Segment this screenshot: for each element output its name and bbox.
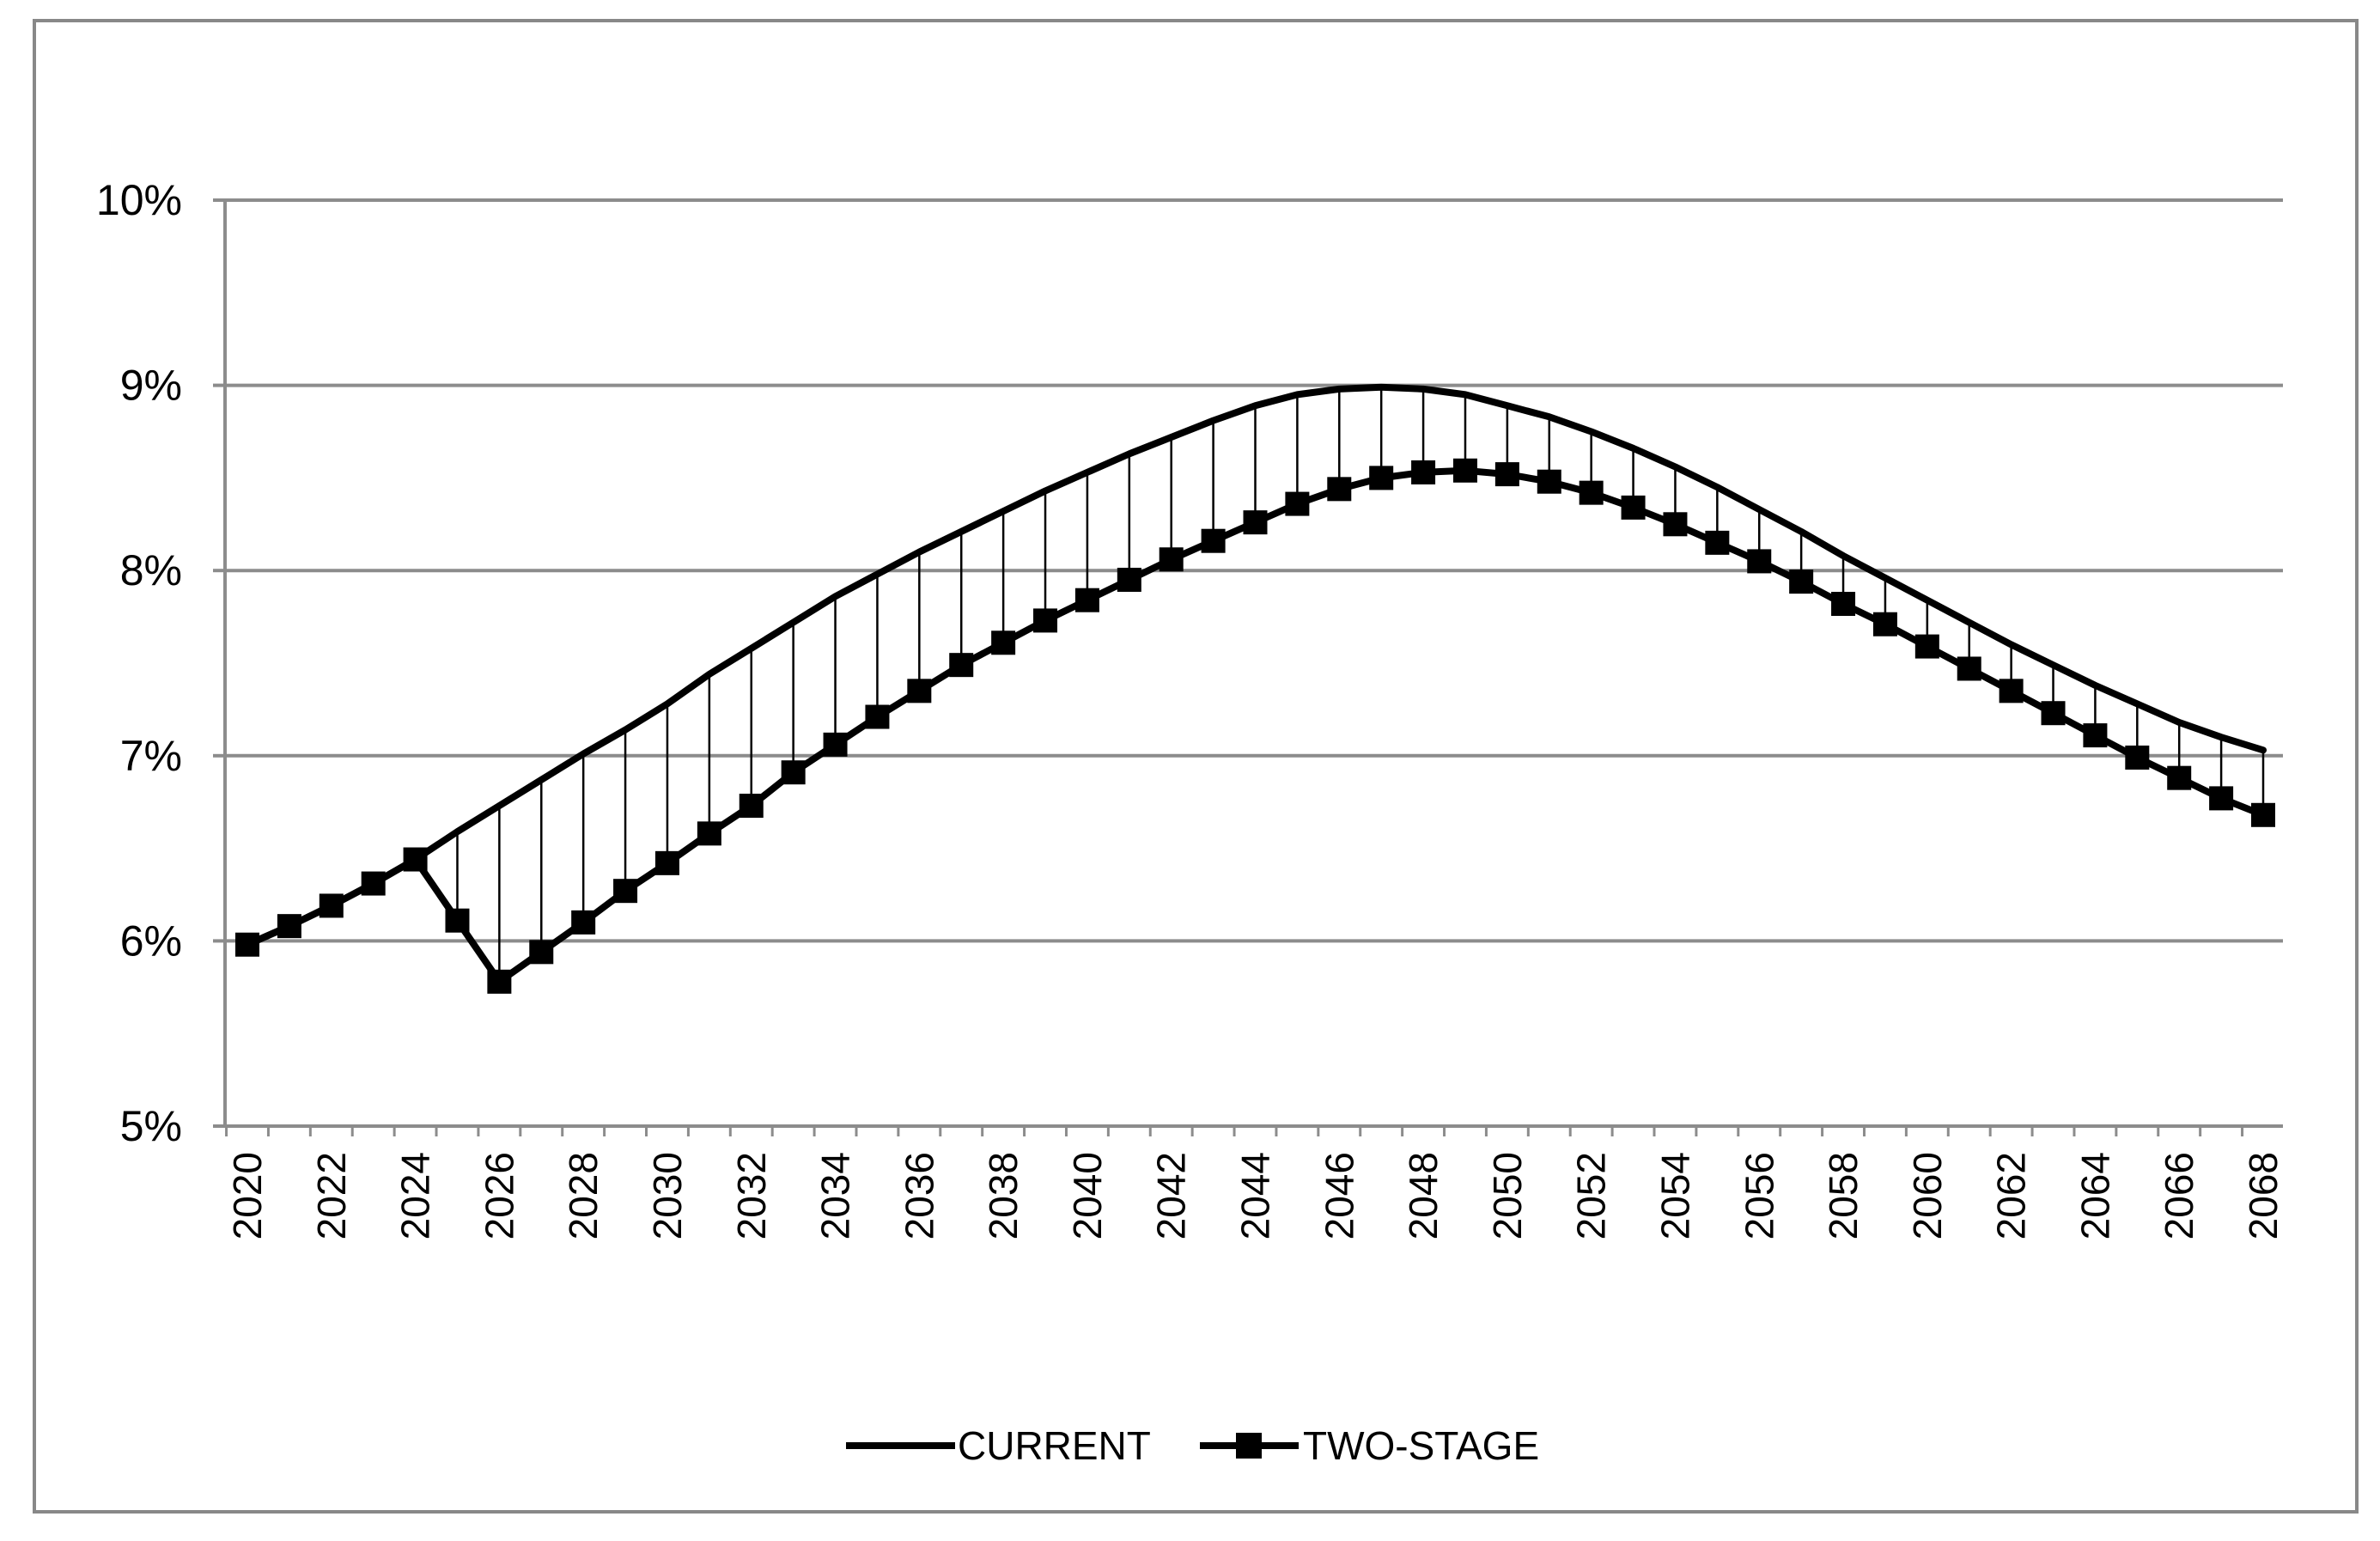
axes xyxy=(223,200,2283,1136)
data-point-two-stage xyxy=(1452,458,1477,483)
x-tick-label: 2032 xyxy=(729,1152,774,1240)
data-point-two-stage xyxy=(823,732,848,757)
x-tick-label: 2028 xyxy=(561,1152,606,1240)
data-point-two-stage xyxy=(1074,588,1099,612)
x-tick-label: 2042 xyxy=(1149,1152,1194,1240)
data-point-two-stage xyxy=(1369,466,1394,490)
y-tick-label: 7% xyxy=(120,732,182,780)
x-tick-label: 2054 xyxy=(1653,1152,1697,1240)
x-tick-label: 2052 xyxy=(1569,1152,1614,1240)
data-point-two-stage xyxy=(319,893,344,918)
data-point-two-stage xyxy=(1117,567,1141,592)
data-point-two-stage xyxy=(1663,512,1688,537)
x-tick-label: 2060 xyxy=(1905,1152,1950,1240)
data-point-two-stage xyxy=(654,850,679,875)
data-point-two-stage xyxy=(1285,491,1310,516)
data-point-two-stage xyxy=(949,653,974,678)
data-point-two-stage xyxy=(1621,495,1646,520)
data-point-two-stage xyxy=(2083,723,2108,748)
legend-label-current: CURRENT xyxy=(958,1423,1151,1468)
x-tick-label: 2062 xyxy=(1989,1152,2034,1240)
legend: CURRENT TWO-STAGE xyxy=(846,1423,1539,1468)
data-point-two-stage xyxy=(991,630,1016,655)
data-point-two-stage xyxy=(739,794,764,819)
data-point-two-stage xyxy=(697,821,721,846)
series-line-two-stage xyxy=(244,466,2267,985)
y-tick-label: 5% xyxy=(120,1102,182,1150)
x-tick-label: 2026 xyxy=(477,1152,521,1240)
legend-marker-two-stage xyxy=(1236,1433,1262,1459)
x-tick-label: 2050 xyxy=(1485,1152,1530,1240)
x-tick-label: 2038 xyxy=(981,1152,1026,1240)
legend-label-two-stage: TWO-STAGE xyxy=(1303,1423,1539,1468)
data-point-two-stage xyxy=(235,932,259,957)
x-tick-label: 2064 xyxy=(2073,1152,2117,1240)
x-tick-label: 2056 xyxy=(1737,1152,1781,1240)
data-point-two-stage xyxy=(277,914,301,939)
data-point-two-stage xyxy=(1872,612,1897,636)
data-point-two-stage xyxy=(1537,469,1561,494)
data-point-two-stage xyxy=(1411,460,1436,484)
data-point-two-stage xyxy=(2125,745,2150,770)
data-point-two-stage xyxy=(2209,786,2234,811)
series xyxy=(235,383,2275,994)
x-tick-label: 2022 xyxy=(309,1152,354,1240)
data-point-two-stage xyxy=(1201,528,1226,553)
x-tick-label: 2040 xyxy=(1065,1152,1110,1240)
data-point-two-stage xyxy=(1957,656,1981,681)
data-point-two-stage xyxy=(1494,462,1519,487)
x-axis-tick-labels: 2020 2022 2024 2026 2028 2030 2032 2034 2036 2038… xyxy=(225,1152,2286,1240)
data-point-two-stage xyxy=(1705,530,1730,555)
data-point-two-stage xyxy=(1914,634,1939,659)
data-point-two-stage xyxy=(1243,510,1268,535)
data-point-two-stage xyxy=(1033,608,1058,633)
y-axis-tick-labels: 5% 6% 7% 8% 9% 10% xyxy=(96,176,182,1150)
data-point-two-stage xyxy=(403,847,428,872)
data-point-two-stage xyxy=(865,704,890,729)
data-point-two-stage xyxy=(529,940,554,965)
data-point-two-stage xyxy=(1999,679,2024,704)
data-point-two-stage xyxy=(907,679,932,704)
y-tick-label: 6% xyxy=(120,917,182,965)
data-point-two-stage xyxy=(613,879,638,904)
y-tick-label: 9% xyxy=(120,362,182,410)
x-tick-label: 2030 xyxy=(645,1152,690,1240)
series-line-current xyxy=(244,383,2267,948)
data-point-two-stage xyxy=(445,908,470,933)
gridlines xyxy=(213,198,2283,1128)
data-point-two-stage xyxy=(2041,701,2066,726)
x-tick-label: 2058 xyxy=(1821,1152,1866,1240)
data-point-two-stage xyxy=(1579,480,1604,505)
data-point-two-stage xyxy=(781,760,806,785)
x-tick-label: 2048 xyxy=(1401,1152,1446,1240)
data-point-two-stage xyxy=(2167,765,2192,790)
data-point-two-stage xyxy=(361,871,386,896)
x-tick-label: 2034 xyxy=(813,1152,858,1240)
x-tick-label: 2066 xyxy=(2157,1152,2201,1240)
x-tick-label: 2020 xyxy=(225,1152,270,1240)
x-tick-label: 2036 xyxy=(897,1152,941,1240)
x-tick-label: 2024 xyxy=(393,1152,438,1240)
data-point-two-stage xyxy=(1327,477,1352,502)
data-point-two-stage xyxy=(1747,549,1772,574)
y-tick-label: 10% xyxy=(96,176,182,224)
data-point-two-stage xyxy=(1831,592,1856,617)
x-tick-label: 2046 xyxy=(1317,1152,1361,1240)
data-point-two-stage xyxy=(571,910,596,935)
data-point-two-stage xyxy=(1789,570,1814,594)
data-point-two-stage xyxy=(1159,547,1184,572)
chart-frame xyxy=(33,19,2359,1514)
y-tick-label: 8% xyxy=(120,546,182,594)
x-tick-label: 2068 xyxy=(2241,1152,2286,1240)
data-point-two-stage xyxy=(2251,802,2275,827)
data-point-two-stage xyxy=(487,969,512,994)
x-tick-label: 2044 xyxy=(1233,1152,1278,1240)
